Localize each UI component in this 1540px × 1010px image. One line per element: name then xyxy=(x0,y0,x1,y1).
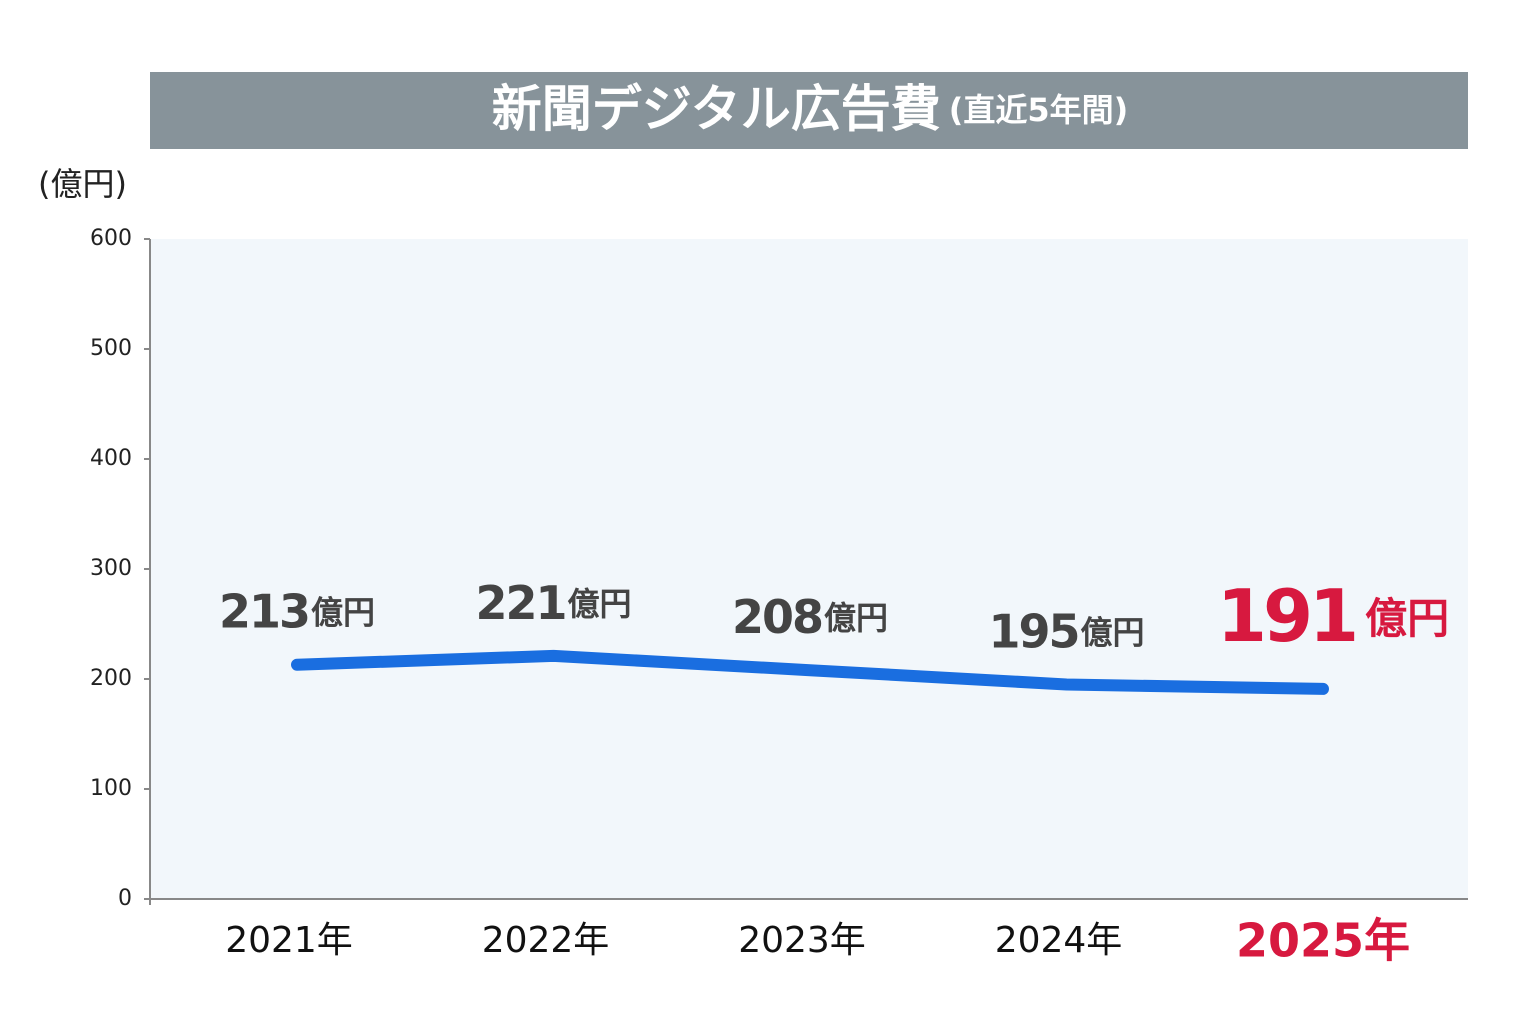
chart-subtitle: (直近5年間) xyxy=(949,91,1129,129)
value-number: 221 xyxy=(475,575,565,629)
x-tick-label: 2025年 xyxy=(1236,914,1410,968)
value-label: 191 億円 xyxy=(1217,573,1449,657)
title-group: 新聞デジタル広告費 (直近5年間) xyxy=(492,80,1129,138)
value-label: 213億円 xyxy=(219,584,375,638)
x-tick-label: 2024年 xyxy=(995,920,1123,961)
y-tick-label: 300 xyxy=(90,556,132,581)
value-number: 191 xyxy=(1217,573,1355,657)
value-label: 221億円 xyxy=(475,575,631,629)
data-line xyxy=(291,649,1329,695)
value-number: 195 xyxy=(988,604,1078,658)
value-unit: 億円 xyxy=(824,599,888,637)
value-number: 208 xyxy=(732,590,822,644)
plot-area xyxy=(150,239,1468,899)
value-number: 213 xyxy=(219,584,309,638)
y-tick-label: 0 xyxy=(118,886,132,911)
x-tick-label: 2022年 xyxy=(482,920,610,961)
x-tick-label: 2021年 xyxy=(225,920,353,961)
x-tick-label: 2023年 xyxy=(738,920,866,961)
y-tick-label: 500 xyxy=(90,336,132,361)
y-tick-label: 600 xyxy=(90,226,132,251)
title-bar xyxy=(150,72,1468,149)
value-unit: 億円 xyxy=(311,594,375,632)
value-unit: 億円 xyxy=(1365,593,1449,642)
value-label: 195億円 xyxy=(988,604,1144,658)
value-unit: 億円 xyxy=(1081,614,1145,652)
value-label: 208億円 xyxy=(732,590,888,644)
y-tick-label: 200 xyxy=(90,666,132,691)
value-unit: 億円 xyxy=(568,585,632,623)
y-axis-label: (億円) xyxy=(38,165,127,203)
chart-title: 新聞デジタル広告費 xyxy=(492,80,941,138)
y-tick-label: 100 xyxy=(90,776,132,801)
y-tick-label: 400 xyxy=(90,446,132,471)
